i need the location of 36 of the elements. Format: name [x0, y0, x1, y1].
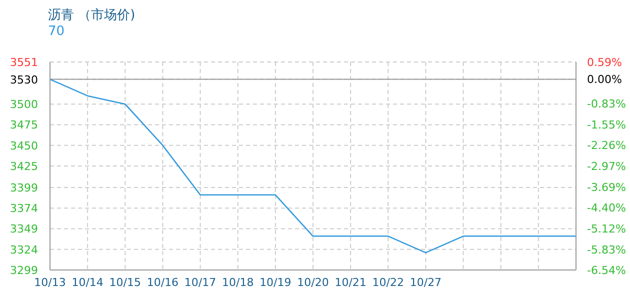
y-tick-label: 3349	[10, 222, 38, 236]
x-tick-label: 10/15	[109, 276, 141, 289]
y-tick-label: 3530	[10, 73, 38, 86]
x-tick-label: 10/18	[222, 276, 254, 289]
y-tick-label: 3500	[10, 98, 38, 112]
x-tick-label: 10/27	[410, 276, 442, 289]
y2-tick-label: -3.69%	[587, 180, 626, 194]
text: 70	[48, 24, 65, 39]
y-tick-label: 3399	[10, 181, 38, 194]
x-tick-label: 10/14	[72, 276, 104, 289]
x-tick-label: 10/13	[34, 276, 66, 289]
y-tick-label: 3425	[10, 160, 38, 173]
line-series	[50, 78, 576, 254]
x-tick-label: 10/16	[146, 276, 179, 289]
y2-tick-label: -1.55%	[587, 118, 626, 132]
y2-tick-label: -5.83%	[587, 243, 626, 256]
y-tick-label: 3475	[10, 118, 38, 132]
y-tick-label: 3324	[10, 243, 38, 256]
y-tick-label: 3299	[10, 264, 38, 277]
x-tick-label: 10/22	[372, 276, 404, 289]
y2-tick-label: 0.59%	[587, 56, 622, 69]
y2-tick-label: -5.12%	[587, 222, 626, 236]
y-tick-label: 3551	[10, 56, 38, 69]
x-tick-label: 10/19	[260, 276, 292, 289]
y2-tick-label: 0.00%	[587, 73, 622, 86]
x-tick-label: 10/21	[334, 276, 366, 289]
y-tick-label: 3450	[10, 139, 38, 152]
y2-tick-label: -6.54%	[587, 264, 626, 277]
x-tick-label: 10/17	[184, 276, 216, 289]
y-tick-label: 3374	[10, 202, 38, 216]
y2-tick-label: -2.97%	[587, 160, 626, 173]
chart-title: 沥青 （市场价)	[48, 7, 136, 24]
y2-tick-label: -4.40%	[587, 202, 626, 215]
y2-tick-label: -2.26%	[587, 139, 626, 152]
x-tick-label: 10/20	[297, 276, 329, 289]
y2-tick-label: -0.83%	[587, 97, 626, 110]
